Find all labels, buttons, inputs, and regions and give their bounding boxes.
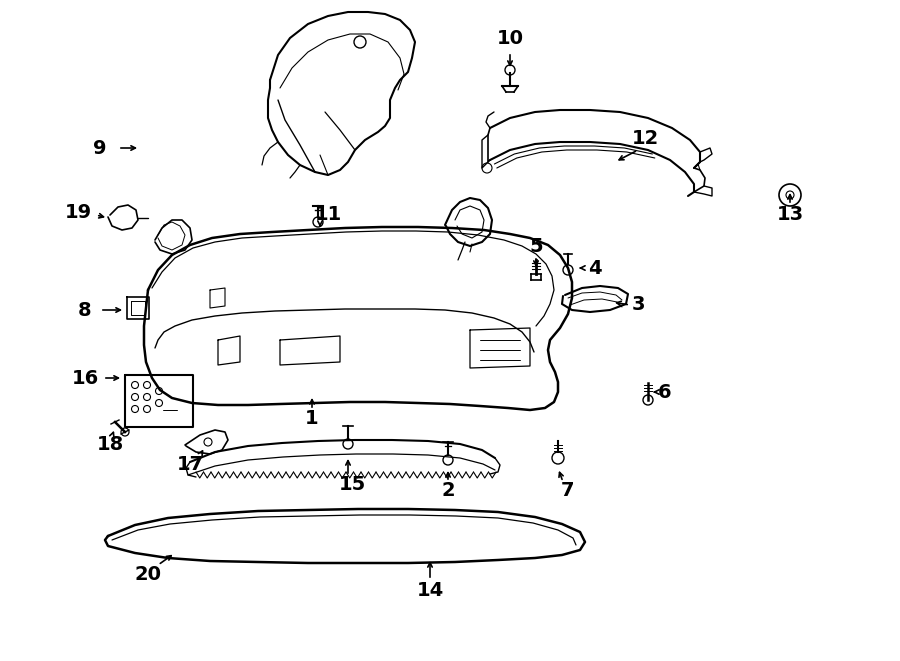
- Text: 12: 12: [632, 128, 659, 147]
- Text: 6: 6: [658, 383, 671, 401]
- Text: 11: 11: [314, 206, 342, 225]
- Text: 18: 18: [96, 436, 123, 455]
- Text: 13: 13: [777, 206, 804, 225]
- Text: 20: 20: [134, 566, 161, 584]
- Text: 2: 2: [441, 481, 454, 500]
- Text: 14: 14: [417, 580, 444, 600]
- Text: 3: 3: [631, 295, 644, 315]
- Text: 19: 19: [65, 204, 92, 223]
- Text: 15: 15: [338, 475, 365, 494]
- Text: 5: 5: [529, 237, 543, 256]
- Text: 8: 8: [78, 301, 92, 319]
- Text: 9: 9: [94, 139, 107, 157]
- Text: 4: 4: [589, 258, 602, 278]
- Text: 16: 16: [71, 368, 99, 387]
- Text: 7: 7: [562, 481, 575, 500]
- Text: 10: 10: [497, 28, 524, 48]
- Text: 1: 1: [305, 408, 319, 428]
- Text: 17: 17: [176, 455, 203, 475]
